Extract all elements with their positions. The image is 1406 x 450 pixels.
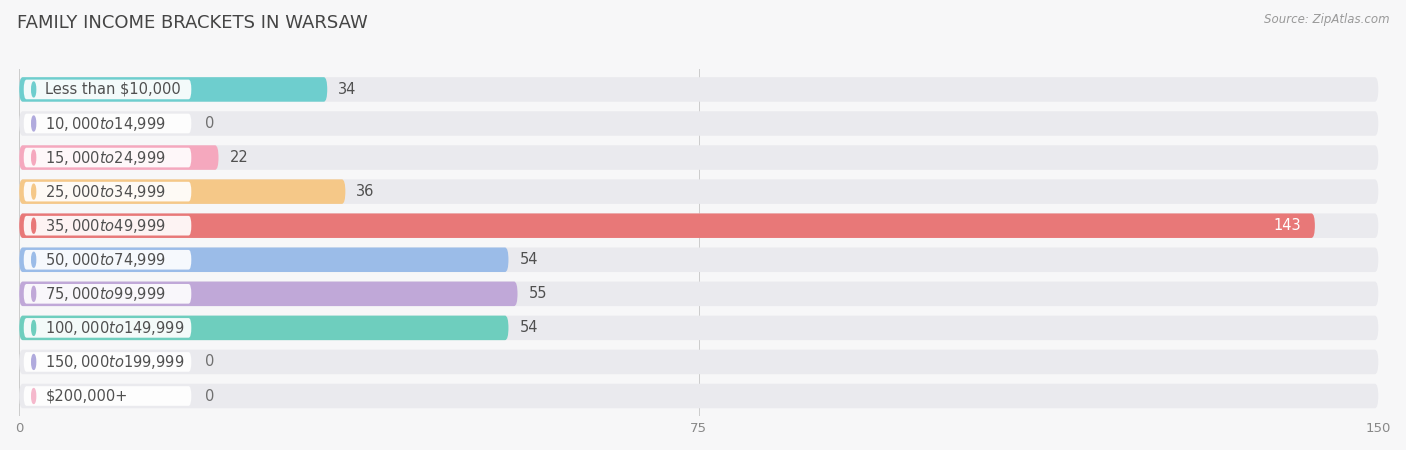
- FancyBboxPatch shape: [20, 77, 328, 102]
- FancyBboxPatch shape: [20, 111, 1378, 136]
- Circle shape: [32, 82, 35, 97]
- Text: 0: 0: [205, 116, 214, 131]
- FancyBboxPatch shape: [20, 145, 218, 170]
- FancyBboxPatch shape: [24, 182, 191, 202]
- Text: Source: ZipAtlas.com: Source: ZipAtlas.com: [1264, 14, 1389, 27]
- Text: FAMILY INCOME BRACKETS IN WARSAW: FAMILY INCOME BRACKETS IN WARSAW: [17, 14, 367, 32]
- Text: 22: 22: [229, 150, 247, 165]
- Text: Less than $10,000: Less than $10,000: [45, 82, 181, 97]
- Circle shape: [32, 286, 35, 301]
- Circle shape: [32, 218, 35, 233]
- FancyBboxPatch shape: [20, 315, 509, 340]
- FancyBboxPatch shape: [20, 384, 1378, 408]
- Text: $100,000 to $149,999: $100,000 to $149,999: [45, 319, 186, 337]
- FancyBboxPatch shape: [20, 213, 1315, 238]
- Circle shape: [32, 184, 35, 199]
- Text: 0: 0: [205, 388, 214, 404]
- FancyBboxPatch shape: [20, 315, 1378, 340]
- FancyBboxPatch shape: [20, 248, 1378, 272]
- Text: 55: 55: [529, 286, 547, 302]
- FancyBboxPatch shape: [20, 248, 509, 272]
- Text: 36: 36: [356, 184, 374, 199]
- FancyBboxPatch shape: [24, 250, 191, 270]
- Circle shape: [32, 116, 35, 131]
- FancyBboxPatch shape: [24, 352, 191, 372]
- Text: 54: 54: [519, 252, 538, 267]
- Text: $75,000 to $99,999: $75,000 to $99,999: [45, 285, 166, 303]
- Circle shape: [32, 320, 35, 335]
- FancyBboxPatch shape: [20, 77, 1378, 102]
- Circle shape: [32, 355, 35, 369]
- Text: $50,000 to $74,999: $50,000 to $74,999: [45, 251, 166, 269]
- FancyBboxPatch shape: [20, 350, 1378, 374]
- FancyBboxPatch shape: [24, 386, 191, 406]
- FancyBboxPatch shape: [24, 284, 191, 304]
- Text: 54: 54: [519, 320, 538, 335]
- Text: $200,000+: $200,000+: [45, 388, 128, 404]
- FancyBboxPatch shape: [24, 114, 191, 133]
- FancyBboxPatch shape: [20, 282, 517, 306]
- Text: $15,000 to $24,999: $15,000 to $24,999: [45, 148, 166, 166]
- FancyBboxPatch shape: [20, 145, 1378, 170]
- FancyBboxPatch shape: [20, 282, 1378, 306]
- Text: $10,000 to $14,999: $10,000 to $14,999: [45, 114, 166, 132]
- FancyBboxPatch shape: [24, 318, 191, 338]
- Text: 0: 0: [205, 355, 214, 369]
- Circle shape: [32, 388, 35, 404]
- FancyBboxPatch shape: [24, 148, 191, 167]
- Text: $35,000 to $49,999: $35,000 to $49,999: [45, 217, 166, 235]
- FancyBboxPatch shape: [20, 213, 1378, 238]
- Text: 143: 143: [1274, 218, 1302, 233]
- Text: 34: 34: [337, 82, 357, 97]
- Text: $25,000 to $34,999: $25,000 to $34,999: [45, 183, 166, 201]
- FancyBboxPatch shape: [24, 80, 191, 99]
- Text: $150,000 to $199,999: $150,000 to $199,999: [45, 353, 186, 371]
- Circle shape: [32, 150, 35, 165]
- FancyBboxPatch shape: [20, 180, 346, 204]
- FancyBboxPatch shape: [24, 216, 191, 235]
- FancyBboxPatch shape: [20, 180, 1378, 204]
- Circle shape: [32, 252, 35, 267]
